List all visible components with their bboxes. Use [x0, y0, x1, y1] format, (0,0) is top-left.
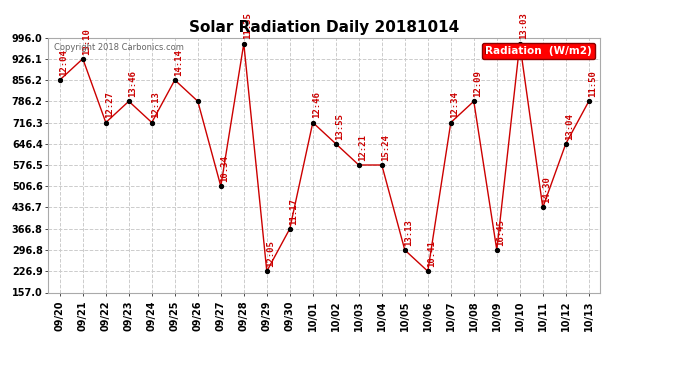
- Text: 15:24: 15:24: [382, 134, 391, 161]
- Point: [560, 141, 571, 147]
- Point: [77, 56, 88, 62]
- Point: [422, 268, 433, 274]
- Text: 14:14: 14:14: [175, 49, 184, 76]
- Point: [284, 226, 295, 232]
- Point: [146, 120, 157, 126]
- Point: [353, 162, 364, 168]
- Text: 12:04: 12:04: [59, 49, 68, 76]
- Text: 16:45: 16:45: [497, 219, 506, 246]
- Point: [215, 183, 226, 189]
- Point: [169, 77, 180, 83]
- Legend: Radiation  (W/m2): Radiation (W/m2): [482, 43, 595, 59]
- Point: [538, 204, 549, 210]
- Text: 13:13: 13:13: [404, 219, 413, 246]
- Text: 12:27: 12:27: [106, 92, 115, 118]
- Point: [307, 120, 318, 126]
- Text: 14:30: 14:30: [542, 177, 551, 203]
- Point: [193, 98, 204, 104]
- Point: [100, 120, 111, 126]
- Text: 12:13: 12:13: [152, 92, 161, 118]
- Point: [583, 98, 594, 104]
- Text: 13:03: 13:03: [520, 12, 529, 39]
- Text: 12:09: 12:09: [473, 70, 482, 97]
- Text: 11:35: 11:35: [244, 12, 253, 39]
- Text: Copyright 2018 Carbonics.com: Copyright 2018 Carbonics.com: [54, 43, 184, 52]
- Point: [124, 98, 135, 104]
- Text: 13:04: 13:04: [566, 113, 575, 140]
- Text: 12:46: 12:46: [313, 92, 322, 118]
- Text: 12:05: 12:05: [266, 240, 275, 267]
- Text: 10:41: 10:41: [428, 240, 437, 267]
- Title: Solar Radiation Daily 20181014: Solar Radiation Daily 20181014: [189, 20, 460, 35]
- Point: [376, 162, 387, 168]
- Text: 11:50: 11:50: [589, 70, 598, 97]
- Text: 13:46: 13:46: [128, 70, 137, 97]
- Text: 13:10: 13:10: [83, 28, 92, 55]
- Point: [491, 247, 502, 253]
- Point: [469, 98, 480, 104]
- Point: [331, 141, 342, 147]
- Text: 12:34: 12:34: [451, 92, 460, 118]
- Text: 12:21: 12:21: [359, 134, 368, 161]
- Text: 11:17: 11:17: [290, 198, 299, 225]
- Text: 10:34: 10:34: [221, 155, 230, 182]
- Point: [238, 40, 249, 46]
- Point: [262, 268, 273, 274]
- Point: [400, 247, 411, 253]
- Point: [514, 40, 525, 46]
- Point: [55, 77, 66, 83]
- Point: [445, 120, 456, 126]
- Text: 13:55: 13:55: [335, 113, 344, 140]
